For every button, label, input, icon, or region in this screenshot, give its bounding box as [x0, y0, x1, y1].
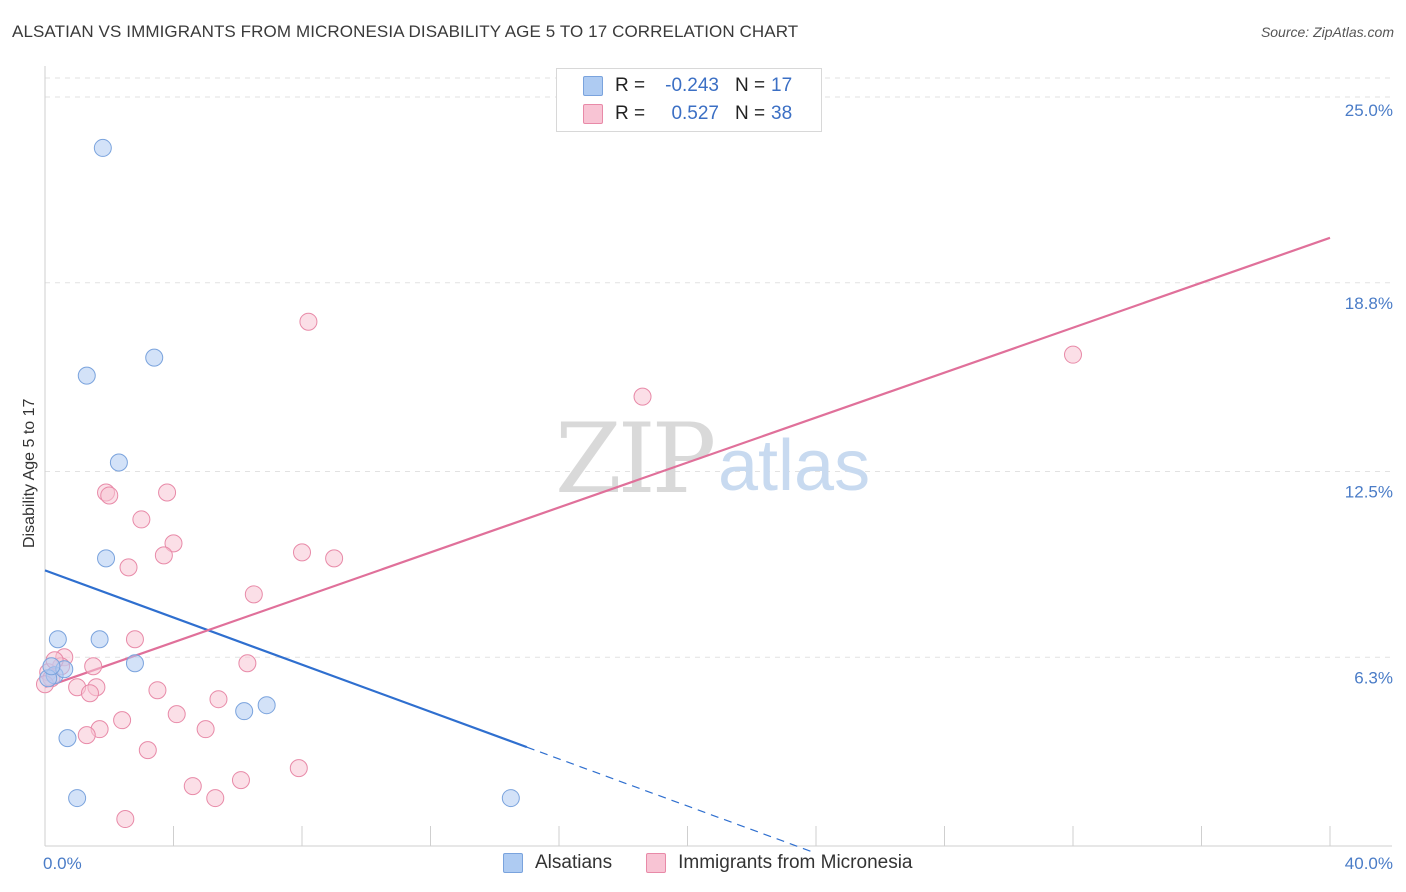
- point-alsatian: [93, 138, 112, 157]
- point-alsatian: [125, 654, 144, 673]
- point-micronesia: [238, 654, 257, 673]
- point-alsatian: [42, 657, 61, 676]
- point-micronesia: [183, 777, 202, 796]
- y-tick-label: 25.0%: [1345, 101, 1393, 120]
- point-alsatian: [145, 348, 164, 367]
- point-alsatian: [90, 630, 109, 649]
- point-alsatian: [257, 696, 276, 715]
- legend-r-label: R =: [615, 103, 646, 124]
- legend-swatch-micronesia: [646, 853, 667, 873]
- point-alsatian: [109, 453, 128, 472]
- point-micronesia: [154, 546, 173, 565]
- correlation-legend: R = -0.243 N = 17 R = 0.527 N = 38: [556, 68, 822, 132]
- legend-n-value: 38: [771, 103, 793, 124]
- point-micronesia: [84, 657, 103, 676]
- x-tick-label-right: 40.0%: [1345, 854, 1393, 873]
- point-micronesia: [80, 684, 99, 703]
- point-micronesia: [148, 681, 167, 700]
- point-micronesia: [116, 810, 135, 829]
- y-axis-label: Disability Age 5 to 17: [21, 398, 38, 548]
- point-alsatian: [501, 789, 520, 808]
- watermark: ZIP atlas: [555, 403, 870, 515]
- watermark-zip: ZIP: [555, 403, 714, 515]
- point-micronesia: [119, 558, 138, 577]
- legend-item-alsatians[interactable]: Alsatians: [503, 852, 612, 874]
- trend-lines: [44, 236, 1331, 854]
- y-tick-label: 18.8%: [1345, 294, 1393, 313]
- point-micronesia: [132, 510, 151, 529]
- legend-row-alsatians: R = -0.243 N = 17: [557, 72, 792, 100]
- point-micronesia: [633, 387, 652, 406]
- series-legend: Alsatians Immigrants from Micronesia: [503, 852, 947, 874]
- legend-r-value: -0.243: [665, 75, 719, 96]
- point-micronesia: [138, 741, 157, 760]
- legend-swatch-alsatians: [583, 76, 603, 96]
- x-tick-label-left: 0.0%: [43, 854, 82, 873]
- point-micronesia: [125, 630, 144, 649]
- point-micronesia: [1064, 345, 1082, 364]
- point-micronesia: [100, 486, 119, 505]
- point-alsatian: [235, 702, 254, 721]
- legend-label-alsatians: Alsatians: [535, 852, 613, 873]
- point-micronesia: [209, 690, 228, 709]
- axes: [44, 66, 1392, 847]
- source-label: Source: ZipAtlas.com: [1260, 24, 1394, 40]
- point-micronesia: [167, 705, 186, 724]
- point-alsatian: [77, 366, 96, 385]
- point-micronesia: [77, 726, 96, 745]
- legend-swatch-micronesia: [583, 104, 603, 124]
- trend-line-alsatians: [44, 569, 528, 749]
- point-micronesia: [325, 549, 344, 568]
- legend-r-value: 0.527: [671, 103, 719, 124]
- data-points: [36, 138, 1082, 829]
- trend-line-micronesia: [44, 236, 1331, 689]
- point-micronesia: [164, 534, 183, 553]
- point-micronesia: [158, 483, 177, 502]
- y-tick-label: 12.5%: [1345, 483, 1393, 502]
- point-micronesia: [113, 711, 132, 730]
- point-micronesia: [244, 585, 263, 604]
- legend-label-micronesia: Immigrants from Micronesia: [678, 852, 913, 873]
- trend-line-alsatians-extrapolated: [526, 746, 817, 854]
- point-alsatian: [97, 549, 116, 568]
- tick-labels: 6.3% 12.5% 18.8% 25.0% 0.0% 40.0%: [43, 101, 1393, 873]
- gridlines: [45, 77, 1392, 658]
- legend-row-micronesia: R = 0.527 N = 38: [557, 100, 792, 128]
- legend-n-label: N =: [735, 75, 766, 96]
- legend-item-micronesia[interactable]: Immigrants from Micronesia: [646, 852, 913, 874]
- legend-r-label: R =: [615, 75, 646, 96]
- point-alsatian: [68, 789, 87, 808]
- point-micronesia: [289, 759, 308, 778]
- legend-n-value: 17: [771, 75, 793, 96]
- point-alsatian: [58, 729, 77, 748]
- point-micronesia: [231, 771, 250, 790]
- point-micronesia: [206, 789, 225, 808]
- watermark-atlas: atlas: [718, 426, 870, 506]
- legend-swatch-alsatians: [503, 853, 523, 873]
- chart-title: ALSATIAN VS IMMIGRANTS FROM MICRONESIA D…: [12, 22, 799, 41]
- point-alsatian: [48, 630, 67, 649]
- point-micronesia: [196, 720, 215, 739]
- y-tick-label: 6.3%: [1354, 668, 1393, 687]
- point-micronesia: [293, 543, 311, 562]
- point-micronesia: [299, 312, 318, 331]
- legend-n-label: N =: [735, 103, 766, 124]
